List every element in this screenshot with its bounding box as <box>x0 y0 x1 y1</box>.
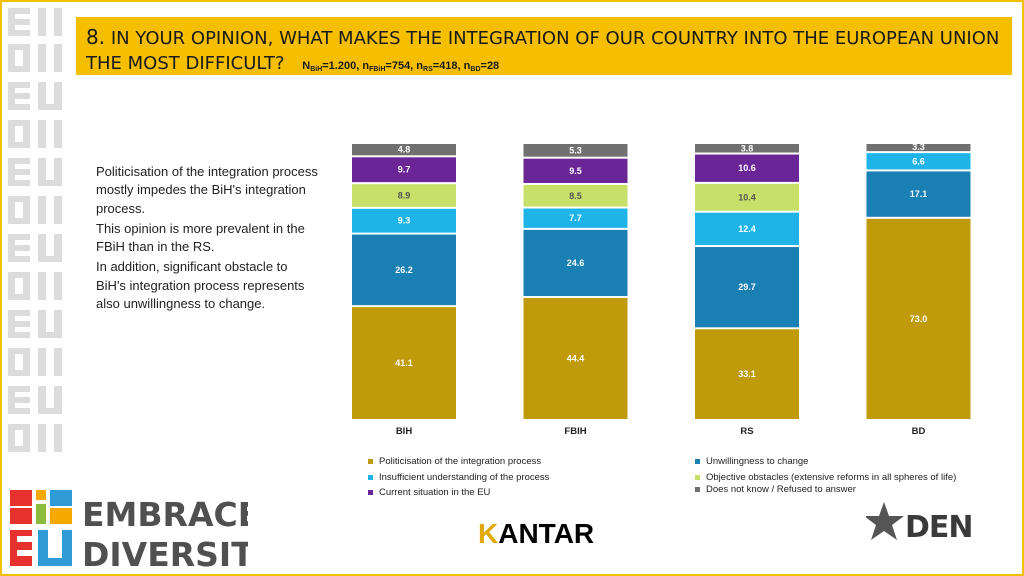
data-label: 4.8 <box>398 145 411 155</box>
legend-item-objective-obstacles: Objective obstacles (extensive reforms i… <box>695 472 956 483</box>
data-label: 9.3 <box>398 216 411 226</box>
den-logo-text: DEN <box>905 510 974 545</box>
data-label: 33.1 <box>738 369 756 379</box>
data-label: 29.7 <box>738 282 756 292</box>
bih-eu-pattern-logo <box>8 8 62 452</box>
question-number: 8. <box>86 25 106 49</box>
description-paragraph-2: This opinion is more prevalent in the FB… <box>96 220 305 255</box>
description-paragraph-1: Politicisation of the integration proces… <box>96 164 318 216</box>
sample-n-rs: nRS=418, <box>416 60 464 73</box>
legend-item-does-not-know: Does not know / Refused to answer <box>695 484 856 495</box>
legend-swatch <box>368 475 373 480</box>
stacked-bar-chart: 41.1 26.2 9.3 8.9 9.7 4.8 BIH 44.4 24.6 7.7 8.5 9.5… <box>352 142 971 437</box>
bar-segment <box>523 158 628 183</box>
legend-swatch <box>695 475 700 480</box>
question-title-line1: IN YOUR OPINION, WHAT MAKES THE INTEGRAT… <box>110 28 1000 49</box>
bar-segment <box>695 212 799 246</box>
bar-segment <box>695 329 799 419</box>
question-title-line2: THE MOST DIFFICULT? <box>86 53 285 74</box>
data-label: 7.7 <box>569 213 582 223</box>
sample-sizes: NBiH=1.200, nFBiH=754, nRS=418, nBD=28 <box>302 60 500 73</box>
bar-segment <box>866 218 971 419</box>
legend-label: Does not know / Refused to answer <box>706 484 856 495</box>
category-label: RS <box>740 426 753 437</box>
bar-segment <box>695 247 799 328</box>
data-label: 9.5 <box>569 166 582 176</box>
chart-legend: Politicisation of the integration proces… <box>368 456 1008 504</box>
title-line-2: THE MOST DIFFICULT? NBiH=1.200, nFBiH=75… <box>86 51 1002 82</box>
title-bar: 8. IN YOUR OPINION, WHAT MAKES THE INTEG… <box>76 17 1012 75</box>
kantar-logo: KANTAR <box>478 518 594 550</box>
legend-item-insufficient-understanding: Insufficient understanding of the proces… <box>368 472 549 483</box>
kantar-logo-text: ANTAR <box>498 518 595 549</box>
bar-segment <box>695 183 799 211</box>
bar-segment <box>523 184 628 207</box>
bar-segment <box>866 171 971 217</box>
data-label: 24.6 <box>567 258 585 268</box>
sample-n-bd: nBD=28 <box>463 60 500 73</box>
sample-n-fbih: nFBiH=754, <box>362 60 417 73</box>
legend-label: Politicisation of the integration proces… <box>379 456 542 467</box>
description-text: Politicisation of the integration proces… <box>96 163 318 315</box>
data-label: 8.5 <box>569 191 582 201</box>
data-label: 8.9 <box>398 190 411 200</box>
bar-segment <box>352 157 456 183</box>
bar-segment <box>352 208 456 233</box>
data-label: 3.8 <box>741 143 754 153</box>
data-label: 44.4 <box>567 354 585 364</box>
legend-item-unwillingness: Unwillingness to change <box>695 456 808 467</box>
data-label: 26.2 <box>395 265 413 275</box>
legend-label: Objective obstacles (extensive reforms i… <box>706 472 957 483</box>
bar-segment <box>352 234 456 306</box>
bar-segment <box>695 144 799 153</box>
bar-segment <box>866 153 971 170</box>
data-label: 10.6 <box>738 163 756 173</box>
data-label: 73.0 <box>910 314 928 324</box>
sample-n-bih: NBiH=1.200, <box>302 60 363 73</box>
data-label: 10.4 <box>738 192 756 202</box>
legend-swatch <box>695 459 700 464</box>
bar-segment <box>352 307 456 419</box>
bar-segment <box>523 208 628 228</box>
den-logo-star-icon <box>866 502 904 540</box>
data-label: 3.3 <box>912 142 925 152</box>
bar-segment <box>352 144 456 156</box>
legend-swatch <box>368 459 373 464</box>
data-label: 6.6 <box>912 156 925 166</box>
bar-segment <box>523 229 628 297</box>
legend-label: Insufficient understanding of the proces… <box>379 472 550 483</box>
bih-eu-color-mark <box>10 490 72 566</box>
category-label: FBIH <box>564 426 586 437</box>
bar-segment <box>866 144 971 152</box>
data-label: 17.1 <box>910 189 928 199</box>
description-paragraph-3: In addition, significant obstacle to BiH… <box>96 259 305 312</box>
legend-swatch <box>695 487 700 492</box>
logo-text-diversity: DIVERSITY <box>82 535 248 570</box>
legend-label: Unwillingness to change <box>706 456 809 467</box>
category-label: BIH <box>396 426 413 437</box>
bar-segment <box>523 298 628 419</box>
logo-text-embrace: EMBRACE <box>82 495 248 534</box>
bar-segment <box>523 144 628 157</box>
category-label: BD <box>912 426 926 437</box>
bar-segment <box>695 154 799 182</box>
kantar-logo-k: K <box>478 518 499 549</box>
legend-item-current-situation-eu: Current situation in the EU <box>368 487 490 498</box>
data-label: 41.1 <box>395 358 413 368</box>
legend-label: Current situation in the EU <box>379 487 491 498</box>
bar-segment <box>352 184 456 207</box>
embrace-diversity-logo: EMBRACE DIVERSITY <box>10 490 248 570</box>
data-label: 9.7 <box>398 165 411 175</box>
data-label: 5.3 <box>569 145 582 155</box>
title-line-1: 8. IN YOUR OPINION, WHAT MAKES THE INTEG… <box>86 25 1002 51</box>
legend-swatch <box>368 490 373 495</box>
data-label: 12.4 <box>738 224 756 234</box>
legend-item-politicisation: Politicisation of the integration proces… <box>368 456 541 467</box>
